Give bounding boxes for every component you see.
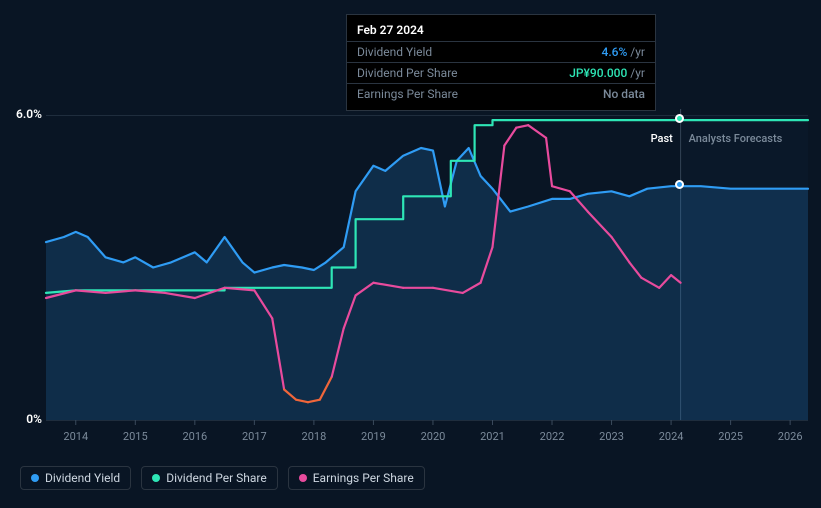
tooltip-row-label: Earnings Per Share: [357, 87, 458, 101]
x-tick: 2017: [242, 430, 267, 443]
chart-legend: Dividend Yield Dividend Per Share Earnings…: [20, 466, 425, 490]
tooltip-row: Dividend Yield 4.6% /yr: [347, 41, 655, 62]
tooltip-date: Feb 27 2024: [347, 21, 655, 41]
forecast-label: Analysts Forecasts: [689, 132, 783, 145]
legend-label: Dividend Yield: [45, 471, 120, 485]
dy-now-marker: [675, 180, 684, 189]
legend-item[interactable]: Dividend Yield: [20, 466, 131, 490]
x-tick: 2021: [480, 430, 505, 443]
tooltip-row-value: No data: [603, 87, 645, 101]
tooltip-row-value: 4.6% /yr: [602, 45, 645, 59]
x-tick: 2019: [361, 430, 386, 443]
legend-dot-icon: [299, 474, 307, 482]
x-tick: 2024: [659, 430, 684, 443]
x-tick: 2016: [182, 430, 207, 443]
legend-label: Earnings Per Share: [313, 471, 414, 485]
x-tick: 2026: [778, 430, 803, 443]
tooltip-row: Earnings Per Share No data: [347, 83, 655, 104]
legend-dot-icon: [31, 474, 39, 482]
x-tick: 2023: [599, 430, 624, 443]
x-tick: 2014: [63, 430, 88, 443]
legend-item[interactable]: Earnings Per Share: [288, 466, 425, 490]
legend-label: Dividend Per Share: [166, 471, 267, 485]
tooltip-row-label: Dividend Yield: [357, 45, 432, 59]
x-tick: 2025: [718, 430, 743, 443]
tooltip-row-value: JP¥90.000 /yr: [569, 66, 645, 80]
dividend-chart: 6.0% 0% Past Analysts Forecasts 20142015…: [0, 0, 821, 508]
tooltip-row: Dividend Per Share JP¥90.000 /yr: [347, 62, 655, 83]
legend-dot-icon: [152, 474, 160, 482]
x-tick: 2015: [123, 430, 148, 443]
legend-item[interactable]: Dividend Per Share: [141, 466, 278, 490]
tooltip-row-label: Dividend Per Share: [357, 66, 458, 80]
x-tick: 2022: [540, 430, 565, 443]
past-label: Past: [651, 132, 673, 145]
dps-now-marker: [675, 114, 684, 123]
x-tick: 2020: [421, 430, 446, 443]
chart-tooltip: Feb 27 2024 Dividend Yield4.6% /yrDivide…: [346, 14, 656, 111]
x-tick: 2018: [302, 430, 327, 443]
